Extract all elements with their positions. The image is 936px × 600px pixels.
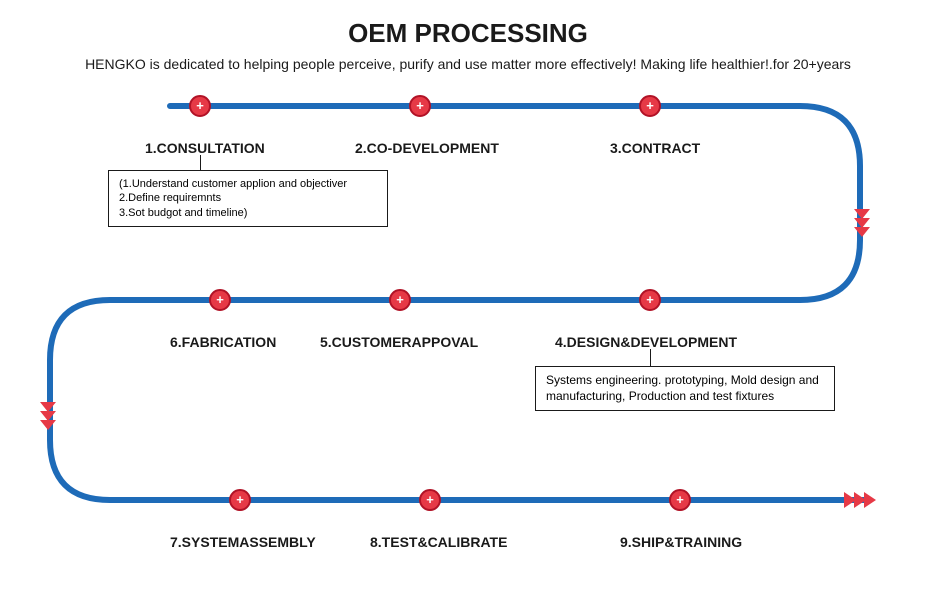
detail-line: 3.Sot budgot and timeline) [119,206,377,220]
detail-line: manufacturing, Production and test fixtu… [546,389,824,405]
process-node-6[interactable]: + [210,290,230,310]
process-node-9[interactable]: + [670,490,690,510]
end-arrow-icon [844,492,876,508]
plus-icon: + [426,492,434,507]
process-node-4[interactable]: + [640,290,660,310]
detail-line: (1.Understand customer applion and objec… [119,177,377,191]
process-node-5[interactable]: + [390,290,410,310]
process-node-1[interactable]: + [190,96,210,116]
process-node-3[interactable]: + [640,96,660,116]
direction-arrow-icon [40,402,56,430]
process-label-8: 8.TEST&CALIBRATE [370,534,507,550]
detail-line: Systems engineering. prototyping, Mold d… [546,373,824,389]
detail-box-1: (1.Understand customer applion and objec… [108,170,388,227]
process-label-2: 2.CO-DEVELOPMENT [355,140,499,156]
detail-connector [650,349,651,366]
plus-icon: + [196,98,204,113]
process-label-1: 1.CONSULTATION [145,140,265,156]
process-node-2[interactable]: + [410,96,430,116]
plus-icon: + [236,492,244,507]
process-label-7: 7.SYSTEMASSEMBLY [170,534,316,550]
detail-line: 2.Define requiremnts [119,191,377,205]
direction-arrow-icon [854,209,870,237]
plus-icon: + [416,98,424,113]
process-label-5: 5.CUSTOMERAPPOVAL [320,334,478,350]
plus-icon: + [676,492,684,507]
process-label-6: 6.FABRICATION [170,334,276,350]
process-label-4: 4.DESIGN&DEVELOPMENT [555,334,737,350]
process-node-7[interactable]: + [230,490,250,510]
plus-icon: + [396,292,404,307]
detail-connector [200,155,201,170]
serpentine-path [50,106,870,500]
plus-icon: + [646,98,654,113]
process-label-3: 3.CONTRACT [610,140,700,156]
process-flow-diagram: + + + + + + + + + [0,0,936,600]
detail-box-4: Systems engineering. prototyping, Mold d… [535,366,835,411]
plus-icon: + [216,292,224,307]
process-node-8[interactable]: + [420,490,440,510]
process-label-9: 9.SHIP&TRAINING [620,534,742,550]
plus-icon: + [646,292,654,307]
